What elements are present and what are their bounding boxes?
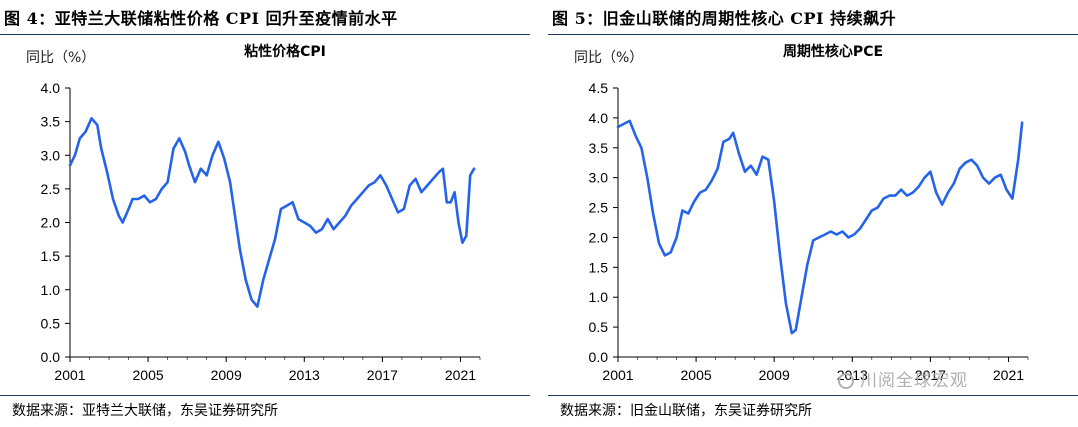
y-axis-label: 同比（%） — [574, 50, 643, 66]
x-tick-label: 2001 — [602, 367, 633, 383]
y-tick-label: 0.0 — [589, 349, 609, 365]
divider-top — [548, 34, 1078, 35]
series-line — [616, 119, 1024, 335]
y-tick-label: 1.0 — [589, 289, 609, 305]
x-tick-label: 2017 — [367, 367, 398, 383]
y-tick-label: 1.5 — [41, 248, 61, 264]
y-tick-label: 1.5 — [589, 259, 609, 275]
y-tick-label: 3.5 — [589, 140, 609, 156]
y-tick-label: 3.5 — [41, 114, 61, 130]
y-tick-label: 3.0 — [41, 147, 61, 163]
figure-title: 图 5：旧金山联储的周期性核心 CPI 持续飙升 — [552, 9, 897, 28]
y-tick-label: 2.5 — [589, 200, 609, 216]
y-tick-label: 0.0 — [41, 349, 61, 365]
y-tick-label: 2.0 — [41, 215, 61, 231]
divider-top — [0, 34, 530, 35]
x-tick-label: 2001 — [54, 367, 85, 383]
wechat-icon — [838, 373, 854, 389]
y-tick-label: 2.5 — [41, 181, 61, 197]
watermark: 川阅全球宏观 — [838, 366, 968, 391]
y-tick-label: 2.0 — [589, 229, 609, 245]
x-tick-label: 2021 — [993, 367, 1024, 383]
x-tick-label: 2005 — [133, 367, 164, 383]
y-tick-label: 3.0 — [589, 170, 609, 186]
x-tick-label: 2009 — [211, 367, 242, 383]
divider-bottom — [0, 395, 530, 396]
figure-panel-right: 图 5：旧金山联储的周期性核心 CPI 持续飙升 周期性核心PCE 同比（%） 0.… — [548, 0, 1078, 427]
line-chart-cyclical-core-pce: 周期性核心PCE 同比（%） 0.0 0.5 1.0 1.5 2.0 2.5 3.0 3.5 4.0… — [574, 43, 1029, 383]
chart-title: 粘性价格CPI — [244, 43, 326, 60]
y-tick-label: 4.0 — [589, 110, 609, 126]
line-chart-sticky-cpi: 粘性价格CPI 同比（%） 0.0 0.5 1.0 1.5 2.0 2.5 3.0 3.5 4.0 2… — [26, 43, 481, 383]
figure-title: 图 4：亚特兰大联储粘性价格 CPI 回升至疫情前水平 — [4, 9, 398, 28]
y-axis-label: 同比（%） — [26, 50, 95, 66]
source-note: 数据来源：亚特兰大联储，东吴证券研究所 — [12, 403, 278, 419]
y-tick-label: 1.0 — [41, 282, 61, 298]
y-tick-label: 0.5 — [41, 315, 61, 331]
x-tick-label: 2021 — [445, 367, 476, 383]
x-tick-label: 2009 — [759, 367, 790, 383]
x-tick-label: 2005 — [681, 367, 712, 383]
x-tick-label: 2013 — [289, 367, 320, 383]
y-tick-label: 0.5 — [589, 319, 609, 335]
chart-title: 周期性核心PCE — [783, 43, 883, 60]
series-line — [68, 117, 476, 308]
y-tick-label: 4.0 — [41, 80, 61, 96]
figure-panel-left: 图 4：亚特兰大联储粘性价格 CPI 回升至疫情前水平 粘性价格CPI 同比（%）… — [0, 0, 530, 427]
divider-bottom — [548, 395, 1078, 396]
source-note: 数据来源：旧金山联储，东吴证券研究所 — [560, 403, 812, 419]
y-tick-label: 4.5 — [589, 80, 609, 96]
x-tick-label: 2017 — [915, 367, 946, 383]
watermark-text: 川阅全球宏观 — [860, 371, 968, 391]
